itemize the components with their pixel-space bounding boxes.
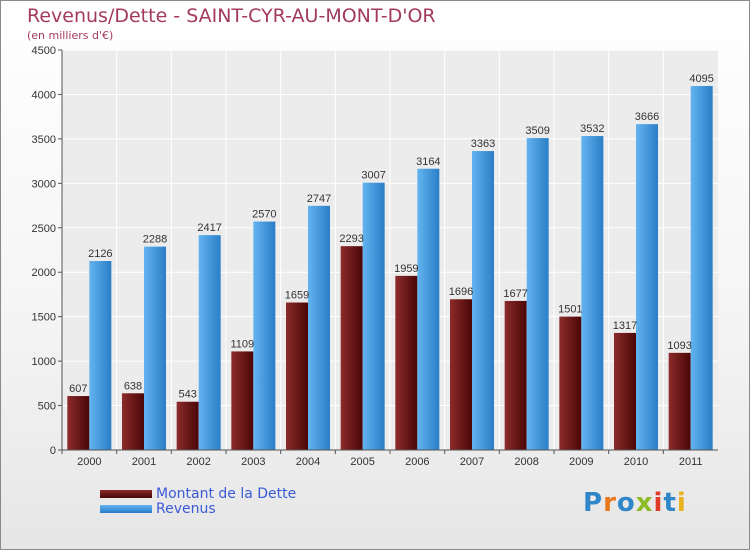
data-label-revenue: 2288 [143, 234, 167, 246]
bar-debt [67, 396, 90, 450]
y-tick-label: 500 [38, 401, 56, 413]
bar-revenue [362, 182, 385, 450]
x-tick-label: 2009 [569, 456, 593, 468]
data-label-debt: 2293 [339, 233, 363, 245]
bar-debt [668, 352, 691, 450]
y-tick-label: 4500 [32, 45, 56, 57]
x-tick-label: 2004 [296, 456, 320, 468]
bar-debt [340, 246, 363, 450]
data-label-debt: 1659 [285, 290, 309, 302]
logo-letter: i [676, 488, 687, 518]
data-label-revenue: 2570 [252, 209, 276, 221]
bar-debt [614, 332, 636, 450]
bar-revenue [526, 138, 549, 451]
data-label-debt: 1109 [231, 338, 255, 350]
bar-debt [395, 275, 418, 450]
y-tick-label: 2000 [32, 267, 56, 279]
logo-letter: i [653, 488, 664, 518]
logo-letter: t [663, 488, 677, 518]
bar-revenue [636, 124, 658, 450]
bar-debt [176, 401, 199, 450]
y-tick-label: 1000 [32, 356, 56, 368]
bar-revenue [308, 205, 330, 450]
data-label-debt: 1677 [503, 288, 527, 300]
x-tick-label: 2000 [77, 456, 101, 468]
data-label-revenue: 4095 [689, 73, 713, 85]
data-label-revenue: 3164 [416, 156, 440, 168]
bar-revenue [417, 168, 440, 450]
data-label-debt: 607 [69, 383, 87, 395]
x-tick-label: 2005 [350, 456, 374, 468]
legend-swatch-revenue [100, 505, 152, 513]
data-label-revenue: 2417 [197, 222, 221, 234]
bar-revenue [253, 221, 276, 450]
bar-debt [504, 300, 527, 450]
data-label-revenue: 3532 [580, 123, 604, 135]
data-label-revenue: 3509 [525, 125, 549, 137]
bar-revenue [472, 151, 494, 451]
y-tick-label: 2500 [32, 223, 56, 235]
bar-revenue [89, 261, 112, 450]
x-tick-label: 2011 [679, 456, 703, 468]
data-label-revenue: 3363 [471, 138, 495, 150]
data-label-debt: 638 [124, 380, 142, 392]
bar-debt [122, 393, 144, 450]
y-tick-label: 4000 [32, 89, 56, 101]
chart-subtitle: (en milliers d'€) [27, 29, 114, 42]
data-label-debt: 1093 [667, 340, 691, 352]
chart-title: Revenus/Dette - SAINT-CYR-AU-MONT-D'OR [27, 5, 436, 27]
data-label-revenue: 2126 [88, 248, 112, 260]
bar-revenue [198, 235, 221, 450]
y-tick-label: 3500 [32, 134, 56, 146]
data-label-debt: 1501 [558, 304, 582, 316]
x-tick-label: 2001 [132, 456, 156, 468]
x-tick-label: 2006 [405, 456, 429, 468]
bar-debt [286, 302, 308, 450]
data-label-debt: 1696 [449, 286, 473, 298]
logo-letter: P [583, 488, 604, 518]
legend-label-debt: Montant de la Dette [156, 486, 297, 502]
bar-revenue [581, 136, 604, 451]
logo-letter: r [603, 488, 617, 518]
bar-revenue [690, 86, 713, 450]
logo-letter: o [616, 488, 636, 518]
x-tick-label: 2007 [460, 456, 484, 468]
data-label-debt: 1959 [394, 263, 418, 275]
legend-swatch-debt [100, 490, 152, 498]
x-tick-label: 2008 [514, 456, 538, 468]
y-tick-label: 1500 [32, 312, 56, 324]
bar-debt [450, 299, 472, 450]
y-tick-label: 0 [50, 445, 56, 457]
logo-letter: x [635, 488, 654, 518]
proxiti-logo: Proxiti [583, 488, 687, 518]
y-tick-label: 3000 [32, 178, 56, 190]
x-tick-label: 2003 [241, 456, 265, 468]
data-label-debt: 1317 [613, 320, 637, 332]
bar-revenue [144, 246, 166, 450]
bar-debt [231, 351, 254, 450]
x-tick-label: 2002 [186, 456, 210, 468]
legend-label-revenue: Revenus [156, 501, 216, 517]
data-label-debt: 543 [178, 389, 196, 401]
data-label-revenue: 3666 [635, 111, 659, 123]
x-tick-label: 2010 [624, 456, 648, 468]
data-label-revenue: 3007 [361, 170, 385, 182]
bar-debt [559, 316, 582, 450]
data-label-revenue: 2747 [307, 193, 331, 205]
